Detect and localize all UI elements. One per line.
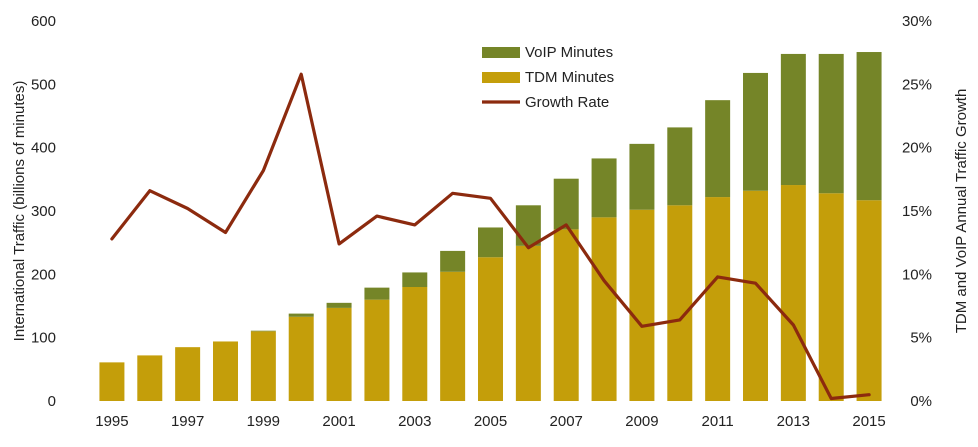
bar-tdm-2004	[440, 271, 466, 401]
legend-item: Growth Rate	[482, 94, 609, 111]
growth-rate-line	[110, 72, 871, 401]
y-tick-label: 200	[31, 266, 56, 283]
legend-label: TDM Minutes	[525, 69, 614, 86]
bar-voip-2014	[818, 53, 844, 194]
bar-voip-1999	[250, 330, 276, 332]
legend-swatch	[482, 47, 520, 58]
bar-voip-2013	[780, 53, 806, 186]
bar-tdm-2009	[629, 209, 655, 401]
legend: VoIP Minutes TDM Minutes Growth Rate	[482, 44, 614, 111]
bar-tdm-2014	[818, 193, 844, 401]
bar-tdm-2008	[591, 217, 617, 401]
bar-voip-2003	[402, 272, 428, 287]
x-tick-label: 1995	[95, 413, 128, 430]
bar-voip-2015	[856, 52, 882, 201]
x-tick-label: 1999	[247, 413, 280, 430]
bar-voip-2000	[288, 313, 314, 317]
x-tick-label: 2011	[702, 413, 734, 430]
y-tick-label: 300	[31, 203, 56, 220]
legend-item: TDM Minutes	[482, 69, 614, 86]
bar-voip-2011	[705, 100, 731, 198]
x-tick-label: 2007	[550, 413, 583, 430]
bar-tdm-2003	[402, 287, 428, 401]
x-tick-label: 2015	[852, 413, 885, 430]
legend-item: VoIP Minutes	[482, 44, 613, 61]
y-tick-label: 500	[31, 76, 56, 93]
bar-tdm-2006	[515, 245, 541, 401]
bar-tdm-1998	[213, 341, 238, 401]
bars-group	[99, 52, 882, 401]
axes-group: 0 100 200 300 400 500 600 0% 5% 10% 15% 20% 25% 30% 19…	[31, 13, 932, 430]
x-tick-label: 2003	[398, 413, 431, 430]
x-tick-label: 2013	[777, 413, 810, 430]
y-tick-label: 0	[48, 393, 56, 410]
bar-tdm-2010	[667, 205, 693, 401]
bar-voip-2001	[326, 302, 352, 308]
bar-tdm-2001	[326, 307, 352, 401]
bar-tdm-2012	[743, 190, 768, 401]
bar-tdm-2007	[553, 229, 579, 401]
bar-voip-2012	[743, 72, 768, 191]
bar-voip-2007	[553, 178, 579, 230]
y-axis-label: International Traffic (billions of minut…	[11, 81, 28, 342]
legend-label: Growth Rate	[525, 94, 609, 111]
y2-tick-label: 25%	[902, 76, 932, 93]
bar-tdm-2015	[856, 200, 882, 401]
bar-voip-2006	[515, 205, 541, 246]
x-tick-label: 1997	[171, 413, 204, 430]
y-tick-label: 100	[31, 330, 56, 347]
legend-label: VoIP Minutes	[525, 44, 613, 61]
y2-tick-label: 30%	[902, 13, 932, 30]
y-tick-label: 400	[31, 140, 56, 157]
bar-tdm-2005	[478, 257, 503, 401]
bar-voip-2009	[629, 143, 655, 210]
y-tick-label: 600	[31, 13, 56, 30]
x-tick-label: 2001	[322, 413, 355, 430]
y2-tick-label: 0%	[910, 393, 932, 410]
bar-tdm-1996	[137, 355, 163, 401]
bar-voip-2008	[591, 158, 617, 218]
bar-tdm-2002	[364, 299, 390, 401]
y2-tick-label: 15%	[902, 203, 932, 220]
bar-voip-2002	[364, 287, 390, 300]
growth-line-group	[110, 72, 871, 401]
x-tick-label: 2005	[474, 413, 507, 430]
x-tick-label: 2009	[625, 413, 658, 430]
bar-voip-2005	[478, 227, 503, 258]
legend-swatch	[482, 72, 520, 83]
bar-tdm-2000	[288, 316, 314, 401]
y2-tick-label: 5%	[910, 330, 932, 347]
bar-tdm-1997	[175, 347, 201, 401]
y2-axis-label: TDM and VoIP Annual Traffic Growth	[953, 89, 970, 334]
y2-tick-label: 10%	[902, 266, 932, 283]
bar-voip-2010	[667, 127, 693, 206]
bar-tdm-1995	[99, 362, 125, 401]
y2-tick-label: 20%	[902, 140, 932, 157]
bar-tdm-2011	[705, 197, 731, 401]
bar-tdm-2013	[780, 185, 806, 401]
bar-voip-2004	[440, 250, 466, 272]
bar-tdm-1999	[250, 331, 276, 401]
